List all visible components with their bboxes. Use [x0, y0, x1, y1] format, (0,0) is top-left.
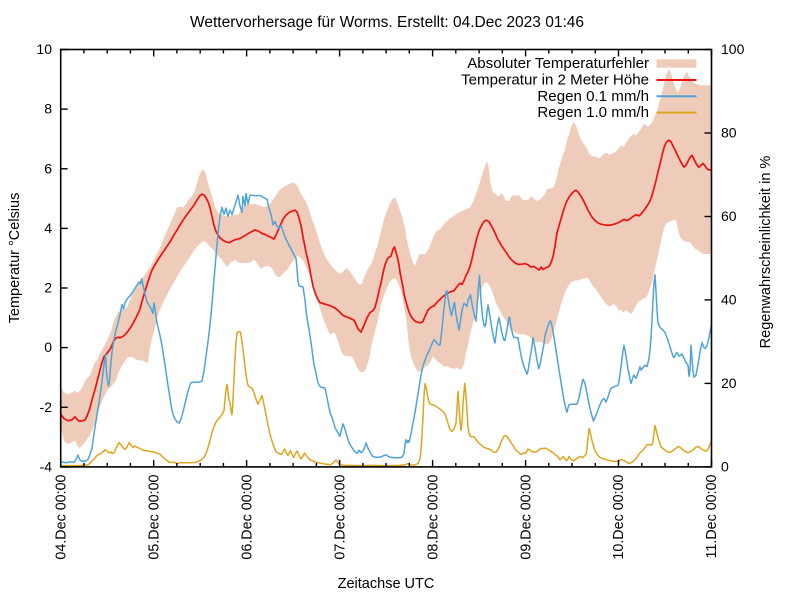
svg-text:11.Dec 00:00: 11.Dec 00:00	[704, 474, 720, 558]
svg-text:80: 80	[721, 125, 737, 141]
svg-text:Regen 0.1 mm/h: Regen 0.1 mm/h	[537, 88, 649, 105]
svg-text:10: 10	[36, 41, 52, 57]
svg-text:Wettervorhersage für Worms. Er: Wettervorhersage für Worms. Erstellt: 04…	[190, 14, 584, 31]
svg-text:Absoluter Temperaturfehler: Absoluter Temperaturfehler	[467, 55, 649, 72]
svg-text:20: 20	[721, 375, 737, 391]
svg-text:-2: -2	[40, 399, 53, 415]
svg-text:100: 100	[721, 41, 745, 57]
svg-text:Regen 1.0 mm/h: Regen 1.0 mm/h	[537, 104, 649, 121]
svg-text:8: 8	[44, 101, 52, 117]
svg-text:2: 2	[44, 280, 52, 296]
svg-text:09.Dec 00:00: 09.Dec 00:00	[518, 474, 534, 559]
svg-text:Zeitachse UTC: Zeitachse UTC	[338, 576, 435, 592]
svg-text:6: 6	[44, 160, 52, 176]
svg-text:10.Dec 00:00: 10.Dec 00:00	[611, 474, 627, 559]
svg-text:Regenwahrscheinlichkeit in %: Regenwahrscheinlichkeit in %	[758, 156, 774, 349]
svg-text:08.Dec 00:00: 08.Dec 00:00	[425, 474, 441, 559]
svg-text:06.Dec 00:00: 06.Dec 00:00	[239, 474, 255, 559]
svg-text:Temperatur in 2 Meter Höhe: Temperatur in 2 Meter Höhe	[461, 72, 649, 89]
svg-text:05.Dec 00:00: 05.Dec 00:00	[146, 474, 162, 559]
svg-text:60: 60	[721, 208, 737, 224]
svg-text:Temperatur °Celsius: Temperatur °Celsius	[7, 193, 23, 324]
svg-text:04.Dec 00:00: 04.Dec 00:00	[53, 474, 69, 559]
svg-text:-4: -4	[40, 458, 53, 474]
svg-text:0: 0	[721, 458, 729, 474]
svg-text:07.Dec 00:00: 07.Dec 00:00	[332, 474, 348, 559]
svg-text:0: 0	[44, 339, 52, 355]
svg-text:4: 4	[44, 220, 52, 236]
svg-text:40: 40	[721, 291, 737, 307]
